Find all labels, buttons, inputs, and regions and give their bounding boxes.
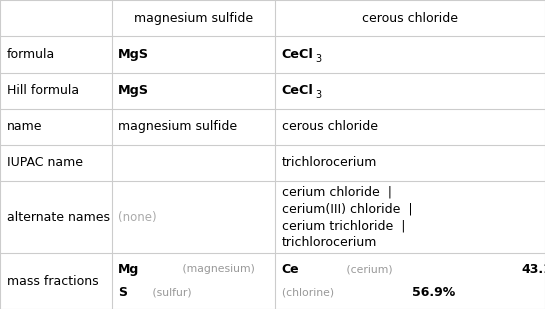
Text: Hill formula: Hill formula [7, 84, 78, 97]
Text: mass fractions: mass fractions [7, 275, 98, 288]
Text: (magnesium): (magnesium) [179, 265, 258, 274]
Text: (none): (none) [118, 211, 157, 224]
Text: cerium(III) chloride  |: cerium(III) chloride | [282, 202, 413, 215]
Text: Mg: Mg [118, 263, 140, 276]
Text: name: name [7, 120, 42, 133]
Text: alternate names: alternate names [7, 211, 110, 224]
Text: MgS: MgS [118, 48, 149, 61]
Text: CeCl: CeCl [282, 48, 313, 61]
Text: 3: 3 [316, 53, 322, 64]
Text: trichlorocerium: trichlorocerium [282, 156, 377, 170]
Text: cerous chloride: cerous chloride [362, 12, 458, 25]
Text: 43.1%: 43.1% [522, 263, 545, 276]
Text: trichlorocerium: trichlorocerium [282, 236, 377, 249]
Text: cerium chloride  |: cerium chloride | [282, 185, 392, 198]
Text: S: S [118, 286, 128, 299]
Text: 3: 3 [316, 90, 322, 100]
Text: magnesium sulfide: magnesium sulfide [134, 12, 253, 25]
Text: CeCl: CeCl [282, 84, 313, 97]
Text: MgS: MgS [118, 84, 149, 97]
Text: cerium trichloride  |: cerium trichloride | [282, 219, 405, 232]
Text: (sulfur): (sulfur) [149, 288, 195, 298]
Text: 56.9%: 56.9% [412, 286, 456, 299]
Text: (cerium): (cerium) [343, 265, 396, 274]
Text: (chlorine): (chlorine) [282, 288, 337, 298]
Text: cerous chloride: cerous chloride [282, 120, 378, 133]
Text: magnesium sulfide: magnesium sulfide [118, 120, 238, 133]
Text: IUPAC name: IUPAC name [7, 156, 82, 170]
Text: Ce: Ce [282, 263, 299, 276]
Text: formula: formula [7, 48, 55, 61]
